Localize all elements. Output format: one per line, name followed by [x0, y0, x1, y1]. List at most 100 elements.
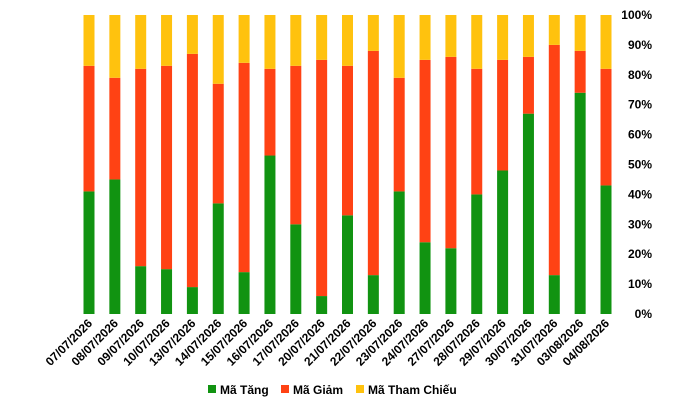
x-axis-ticks: 07/07/202608/07/202609/07/202610/07/2026…: [43, 316, 613, 369]
bar-segment-ma-giam: [109, 77, 121, 180]
bar-segment-ma-giam: [135, 68, 147, 267]
bar-segment-ma-giam: [264, 68, 276, 156]
bar-segment-ma-giam: [600, 68, 612, 186]
bar-segment-ma-tham-chieu: [471, 15, 483, 69]
bar-segment-ma-giam: [393, 77, 405, 192]
bar-segment-ma-tang: [393, 191, 405, 314]
bar-segment-ma-tang: [342, 215, 353, 314]
bar-stack: [83, 15, 95, 314]
bar-segment-ma-giam: [522, 56, 534, 114]
bar-segment-ma-giam: [367, 50, 379, 276]
y-tick-label: 60%: [628, 128, 652, 142]
bar-stack: [161, 15, 173, 314]
bar-segment-ma-tang: [497, 170, 509, 314]
bar-segment-ma-giam: [471, 68, 483, 195]
bar-segment-ma-tang: [109, 179, 121, 314]
bar-segment-ma-giam: [238, 62, 250, 273]
bar-stack: [497, 15, 509, 314]
bar-segment-ma-tham-chieu: [290, 15, 302, 66]
bar-segment-ma-tham-chieu: [212, 15, 224, 84]
bar-segment-ma-tang: [419, 242, 431, 314]
y-tick-label: 20%: [628, 247, 652, 261]
bar-stack: [342, 15, 353, 314]
y-tick-label: 0%: [635, 307, 653, 321]
bar-stack: [264, 15, 276, 314]
legend-swatch: [356, 385, 364, 393]
bar-segment-ma-tang: [316, 296, 328, 314]
y-tick-label: 70%: [628, 98, 652, 112]
bar-segment-ma-tham-chieu: [135, 15, 147, 69]
bar-segment-ma-giam: [419, 59, 431, 243]
bar-segment-ma-tham-chieu: [497, 15, 509, 60]
bar-segment-ma-tham-chieu: [574, 15, 586, 51]
bar-stack: [367, 15, 379, 314]
bar-segment-ma-giam: [497, 59, 509, 171]
legend-label: Mã Tăng: [220, 383, 269, 397]
bar-segment-ma-giam: [186, 53, 198, 288]
legend-swatch: [208, 385, 216, 393]
bar-segment-ma-tang: [574, 92, 586, 315]
bar-stack: [471, 15, 483, 314]
bar-stack: [109, 15, 121, 314]
bar-stack: [522, 15, 534, 314]
bar-segment-ma-tang: [600, 185, 612, 314]
bar-stack: [548, 15, 560, 314]
bar-stack: [600, 15, 612, 314]
bar-segment-ma-tham-chieu: [316, 15, 328, 60]
y-tick-label: 90%: [628, 38, 652, 52]
bar-segment-ma-tang: [548, 275, 560, 314]
bar-segment-ma-tang: [161, 269, 173, 314]
bar-segment-ma-giam: [290, 65, 302, 225]
bar-segment-ma-tang: [135, 266, 147, 314]
y-tick-label: 10%: [628, 277, 652, 291]
bar-segment-ma-giam: [342, 65, 353, 216]
y-tick-label: 80%: [628, 68, 652, 82]
bar-segment-ma-tang: [290, 224, 302, 314]
legend-swatch: [281, 385, 289, 393]
bar-segment-ma-giam: [83, 65, 95, 192]
bar-stack: [393, 15, 405, 314]
bar-stack: [316, 15, 328, 314]
bar-stack: [419, 15, 431, 314]
legend-label: Mã Tham Chiếu: [368, 383, 457, 397]
bar-segment-ma-giam: [161, 65, 173, 270]
y-tick-label: 50%: [628, 158, 652, 172]
bar-segment-ma-giam: [316, 59, 328, 297]
bar-segment-ma-tang: [471, 194, 483, 314]
legend-label: Mã Giảm: [293, 383, 343, 397]
bar-segment-ma-tang: [186, 287, 198, 314]
y-axis-ticks: 0% 10% 20% 30% 40% 50% 60% 70% 80% 90% 100%: [621, 8, 652, 321]
bar-segment-ma-tham-chieu: [419, 15, 431, 60]
legend-item: Mã Tham Chiếu: [356, 383, 457, 397]
bar-segment-ma-tham-chieu: [264, 15, 276, 69]
bar-segment-ma-giam: [574, 50, 586, 93]
bar-segment-ma-tham-chieu: [161, 15, 173, 66]
y-tick-label: 100%: [621, 8, 652, 22]
bar-segment-ma-tang: [83, 191, 95, 314]
bar-segment-ma-tang: [238, 272, 250, 314]
bar-segment-ma-tham-chieu: [238, 15, 250, 63]
bar-stack: [186, 15, 198, 314]
bar-stack: [445, 15, 457, 314]
bar-segment-ma-tang: [212, 203, 224, 314]
bar-segment-ma-tham-chieu: [600, 15, 612, 69]
bars-layer: [83, 15, 612, 315]
legend: Mã Tăng Mã Giảm Mã Tham Chiếu: [208, 383, 457, 397]
bar-segment-ma-tang: [367, 275, 379, 314]
y-tick-label: 30%: [628, 217, 652, 231]
bar-segment-ma-tham-chieu: [393, 15, 405, 78]
bar-segment-ma-tham-chieu: [83, 15, 95, 66]
bar-stack: [212, 15, 224, 314]
bar-segment-ma-tham-chieu: [186, 15, 198, 54]
bar-segment-ma-giam: [212, 83, 224, 204]
bar-segment-ma-tham-chieu: [445, 15, 457, 57]
bar-segment-ma-tang: [264, 155, 276, 314]
legend-item: Mã Tăng: [208, 383, 269, 397]
bar-segment-ma-tham-chieu: [367, 15, 379, 51]
bar-stack: [135, 15, 147, 314]
bar-segment-ma-giam: [445, 56, 457, 249]
bar-segment-ma-giam: [548, 44, 560, 276]
legend-item: Mã Giảm: [281, 383, 343, 397]
